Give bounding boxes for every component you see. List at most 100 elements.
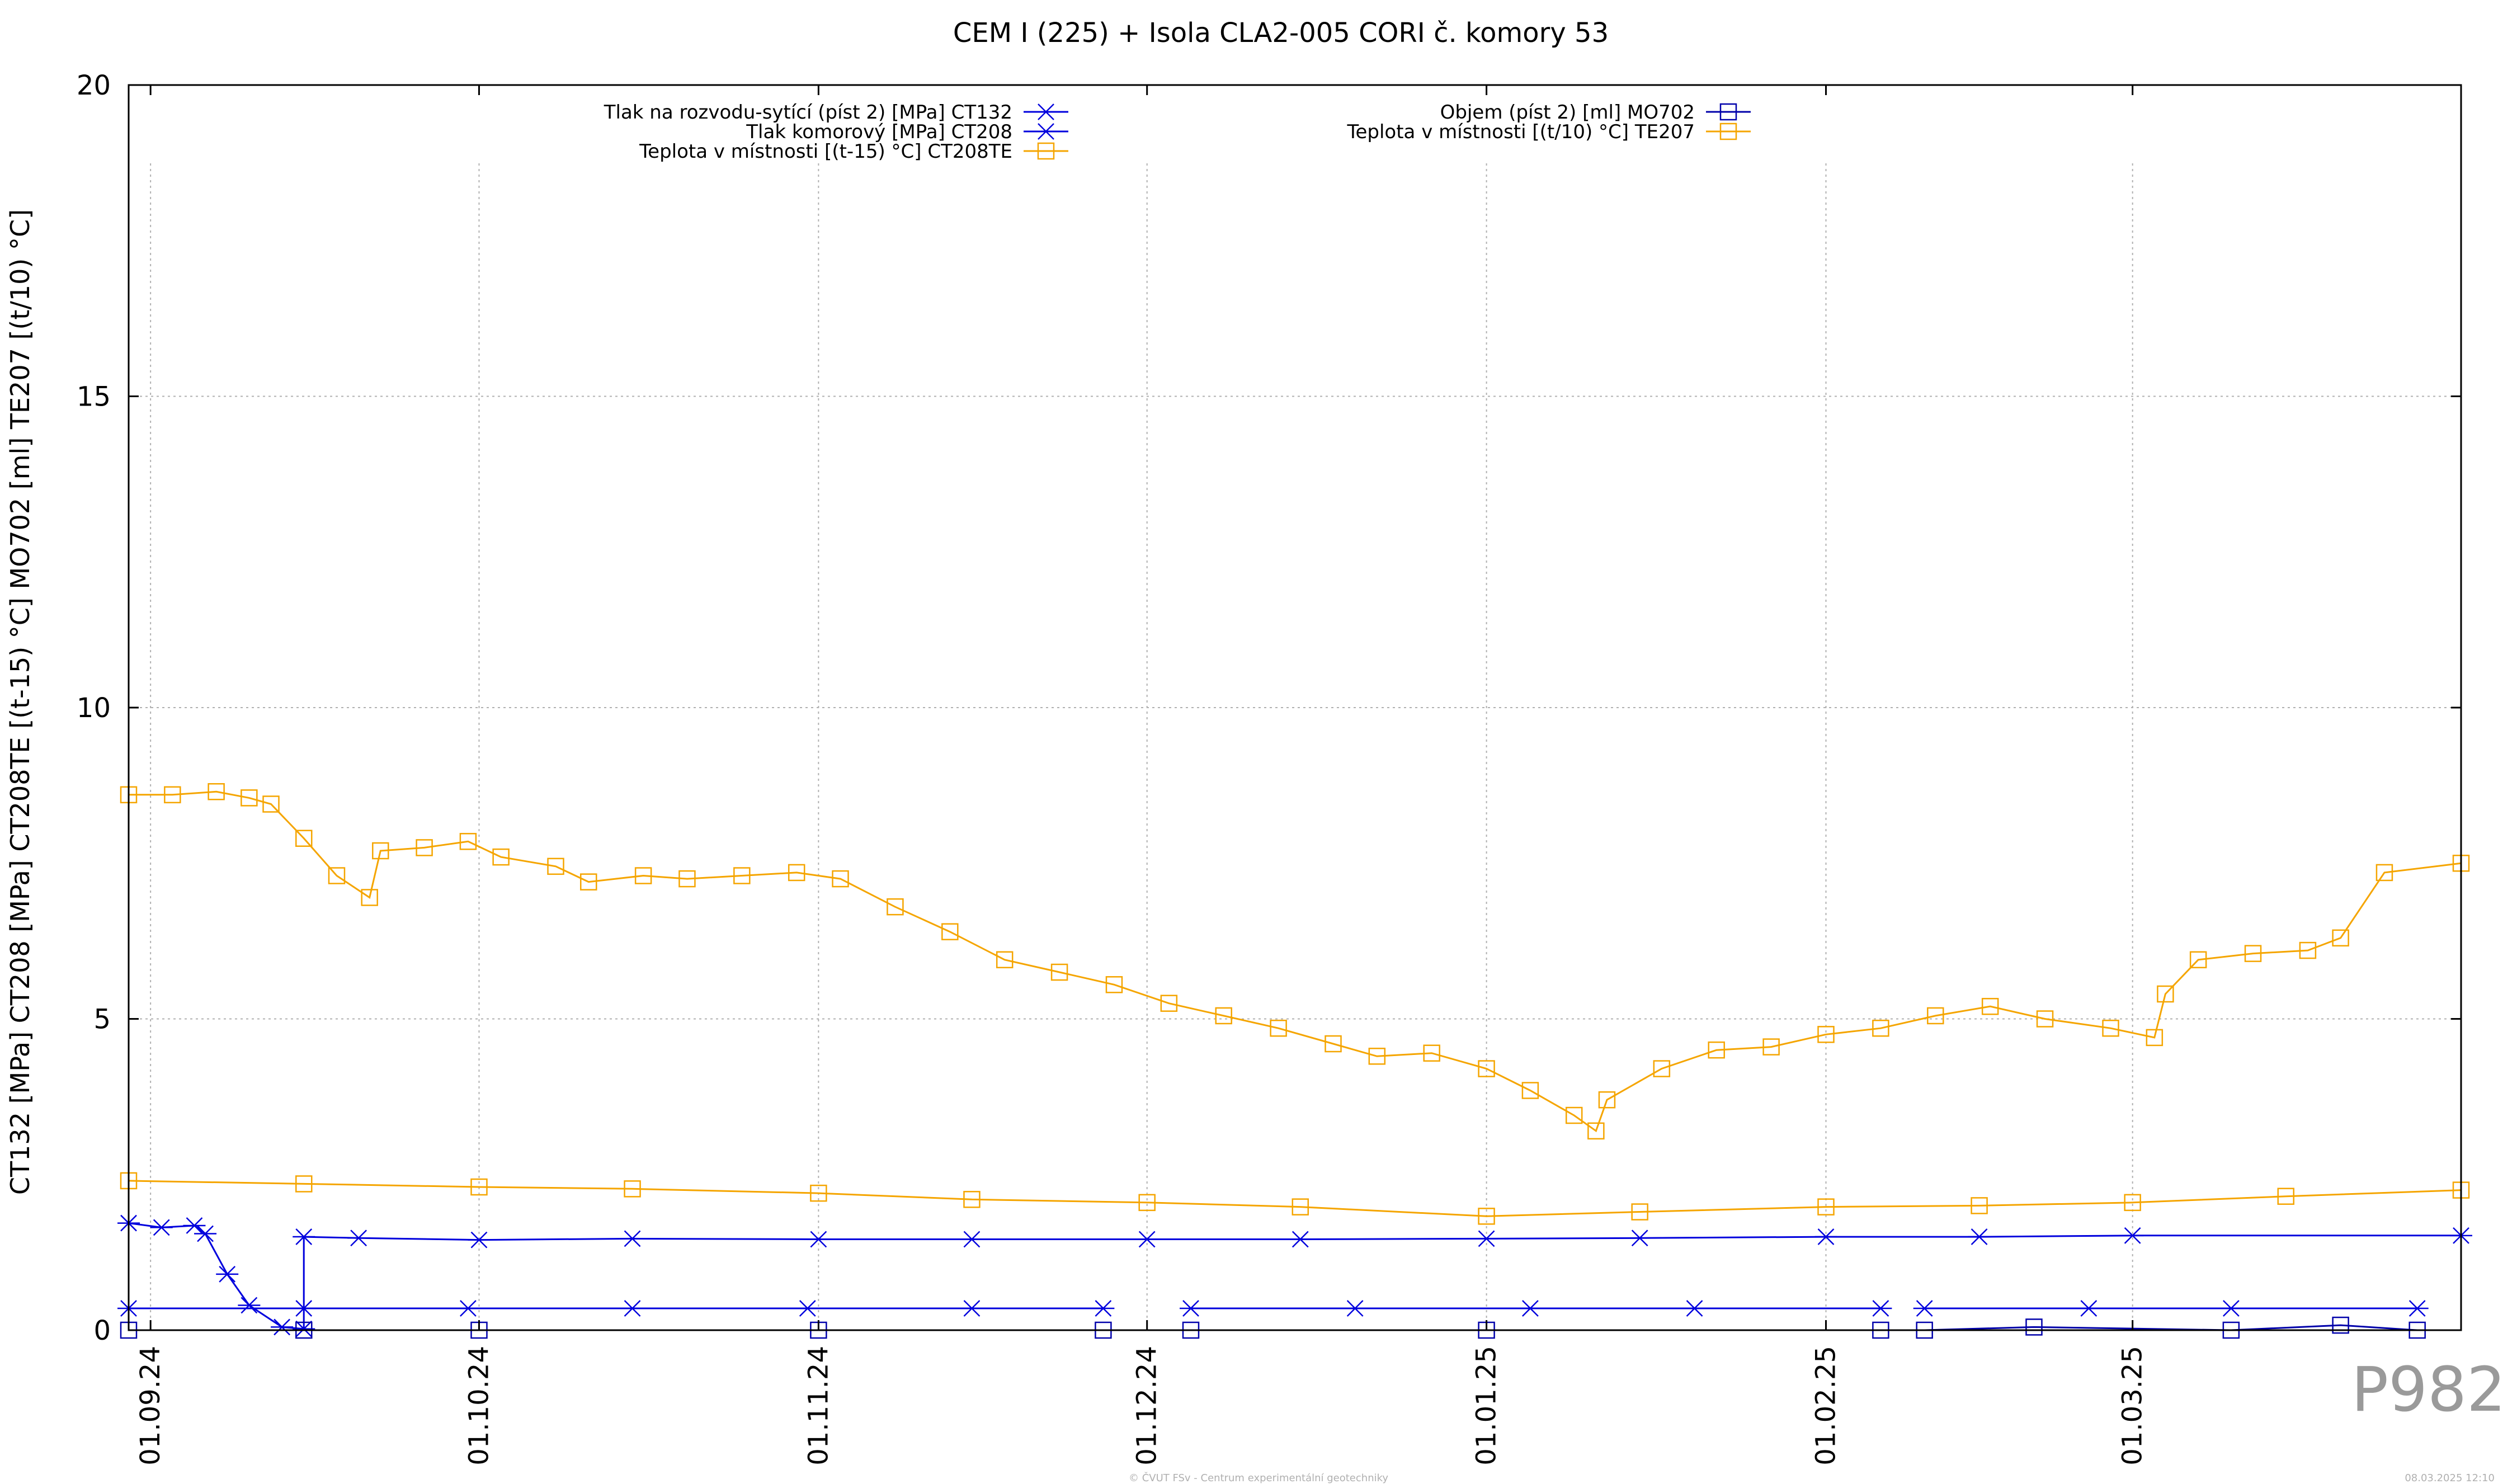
marker-stroke bbox=[963, 1231, 981, 1248]
ticks: 0 5 10 15 20 01.09.24 01.10.24 01.11.24 01.12.24… bbox=[77, 70, 2461, 1466]
series-marker bbox=[2077, 1300, 2100, 1317]
series-marker bbox=[1971, 1197, 1988, 1214]
series-marker bbox=[1270, 1019, 1287, 1037]
marker-stroke bbox=[963, 1300, 981, 1317]
series-marker bbox=[1478, 1208, 1495, 1225]
series-marker bbox=[2219, 1300, 2242, 1317]
series-marker bbox=[1587, 1122, 1605, 1140]
series-marker bbox=[372, 842, 389, 860]
marker-stroke bbox=[197, 1225, 214, 1242]
series-marker bbox=[2121, 1227, 2144, 1244]
marker-stroke bbox=[1686, 1300, 1703, 1317]
marker-stroke bbox=[460, 1300, 477, 1317]
series-marker bbox=[1135, 1231, 1158, 1248]
series-marker bbox=[1708, 1041, 1725, 1059]
legend: Tlak na rozvodu-sytící (píst 2) [MPa] CT… bbox=[604, 101, 1751, 163]
series-marker bbox=[1628, 1229, 1651, 1247]
series-marker bbox=[468, 1231, 491, 1249]
marker-stroke bbox=[1138, 1231, 1156, 1248]
series-marker bbox=[1092, 1300, 1115, 1317]
series-marker bbox=[1927, 1007, 1944, 1025]
series-marker bbox=[2025, 1318, 2043, 1336]
series-marker bbox=[2277, 1188, 2295, 1205]
marker-stroke bbox=[1631, 1229, 1648, 1247]
series-marker bbox=[238, 1297, 261, 1314]
x-tick-label: 01.11.24 bbox=[803, 1346, 834, 1466]
series-marker bbox=[678, 870, 696, 888]
series-marker bbox=[1037, 142, 1055, 160]
series-marker bbox=[194, 1225, 217, 1242]
series-marker bbox=[1478, 1060, 1495, 1077]
legend-entry: Tlak komorový [MPa] CT208 bbox=[746, 121, 1068, 143]
legend-label: Objem (píst 2) [ml] MO702 bbox=[1440, 101, 1695, 124]
series-3 bbox=[120, 783, 2470, 1140]
marker-stroke bbox=[1182, 1300, 1199, 1317]
series-marker bbox=[1035, 103, 1057, 120]
series-marker bbox=[1519, 1300, 1542, 1317]
series-marker bbox=[1289, 1231, 1312, 1248]
marker-stroke bbox=[186, 1217, 203, 1234]
marker-stroke bbox=[219, 1265, 236, 1283]
series-marker bbox=[832, 870, 849, 888]
x-tick-label: 01.01.25 bbox=[1471, 1346, 1502, 1466]
series-marker bbox=[347, 1229, 370, 1247]
series-marker bbox=[1344, 1300, 1366, 1317]
marker-stroke bbox=[295, 1320, 313, 1337]
legend-entry: Tlak na rozvodu-sytící (píst 2) [MPa] CT… bbox=[604, 101, 1068, 124]
series-marker bbox=[328, 867, 346, 884]
y-tick-label: 5 bbox=[93, 1004, 111, 1035]
series-marker bbox=[1869, 1300, 1892, 1317]
series-line bbox=[129, 790, 2462, 1133]
marker-stroke bbox=[2222, 1300, 2240, 1317]
series-marker bbox=[1423, 1044, 1440, 1062]
marker-stroke bbox=[1872, 1300, 1889, 1317]
series-marker bbox=[1368, 1048, 1386, 1065]
marker-stroke bbox=[1346, 1300, 1364, 1317]
series-marker bbox=[796, 1300, 819, 1317]
series-marker bbox=[1817, 1026, 1835, 1043]
series-marker bbox=[2332, 929, 2349, 947]
series-marker bbox=[960, 1231, 983, 1248]
marker-stroke bbox=[1971, 1228, 1988, 1245]
marker-stroke bbox=[2080, 1300, 2098, 1317]
marker-stroke bbox=[1916, 1300, 1933, 1317]
series-marker bbox=[416, 839, 433, 856]
series-marker bbox=[1325, 1035, 1342, 1053]
series-marker bbox=[1981, 997, 1999, 1015]
legend-label: Teplota v místnosti [(t-15) °C] CT208TE bbox=[639, 140, 1012, 163]
series-marker bbox=[1719, 103, 1737, 121]
x-tick-label: 01.12.24 bbox=[1132, 1346, 1163, 1466]
marker-stroke bbox=[1522, 1300, 1539, 1317]
series-marker bbox=[807, 1231, 830, 1248]
series-marker bbox=[295, 830, 313, 847]
series-marker bbox=[1653, 1060, 1671, 1077]
marker-stroke bbox=[624, 1300, 641, 1317]
series-marker bbox=[2375, 864, 2393, 882]
series-marker bbox=[459, 833, 477, 850]
watermark: P982 bbox=[2351, 1354, 2506, 1425]
series-marker bbox=[2189, 951, 2207, 969]
series-marker bbox=[492, 848, 510, 866]
series-marker bbox=[1968, 1228, 1991, 1245]
series-marker bbox=[1598, 1091, 1616, 1109]
legend-label: Teplota v místnosti [(t/10) °C] TE207 bbox=[1346, 121, 1695, 143]
series-marker bbox=[1105, 976, 1123, 993]
series-marker bbox=[621, 1300, 644, 1317]
marker-stroke bbox=[470, 1231, 488, 1249]
series-marker bbox=[262, 795, 280, 813]
series-marker bbox=[1215, 1007, 1232, 1025]
marker-stroke bbox=[1292, 1231, 1309, 1248]
series-marker bbox=[271, 1318, 294, 1336]
series-marker bbox=[1565, 1106, 1583, 1124]
series-marker bbox=[1521, 1082, 1539, 1099]
series-marker bbox=[361, 889, 378, 906]
grid bbox=[129, 163, 2461, 1330]
series-marker bbox=[733, 867, 751, 884]
series-marker bbox=[2406, 1300, 2429, 1317]
y-axis-label: CT132 [MPa] CT208 [MPa] CT208TE [(t-15) … bbox=[5, 209, 35, 1195]
series-marker bbox=[293, 1228, 315, 1245]
series-marker bbox=[624, 1180, 641, 1198]
series-marker bbox=[2102, 1019, 2119, 1037]
series-marker bbox=[208, 783, 225, 800]
